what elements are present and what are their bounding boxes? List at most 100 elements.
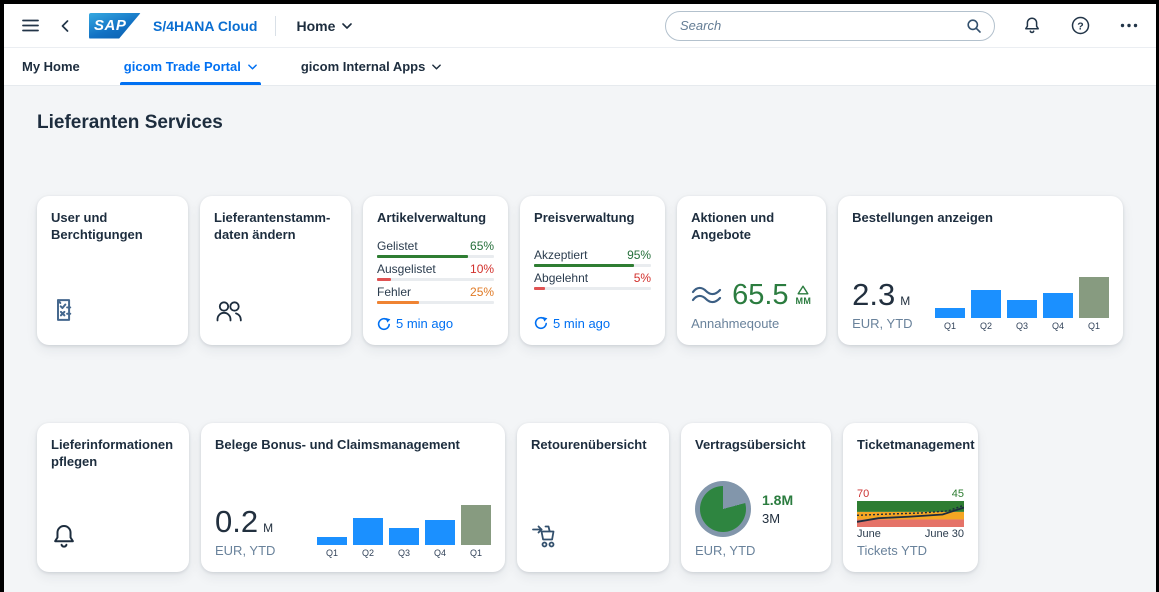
comparison-bar-track <box>534 287 651 290</box>
kpi-subtitle: EUR, YTD <box>852 316 912 331</box>
bar <box>935 308 965 318</box>
tab-label: gicom Trade Portal <box>124 59 241 74</box>
comparison-value: 95% <box>627 248 651 262</box>
tile-user-und-berchtigungen[interactable]: User und Berchtigungen <box>37 196 188 345</box>
tile-aktionen-und-angebote[interactable]: Aktionen und Angebote 65.5 MM Annahmeqou… <box>677 196 826 345</box>
tile-vertragsuebersicht[interactable]: Vertragsübersicht 1.8M 3M EUR, YTD <box>681 423 831 572</box>
refresh-label: 5 min ago <box>553 316 610 331</box>
tile-title: Retourenübersicht <box>531 437 655 454</box>
kpi-value: 2.3 <box>852 279 895 310</box>
bullet-line-chart <box>857 501 964 527</box>
tile-belege-bonus-claimsmanagement[interactable]: Belege Bonus- und Claimsmanagement 0.2M … <box>201 423 505 572</box>
chevron-down-icon <box>248 64 257 70</box>
bar-label: Q1 <box>1088 321 1100 331</box>
tile-title: Ticketmanagement <box>857 437 964 454</box>
tile-icon-wrap <box>51 523 175 556</box>
tile-bestellungen-anzeigen[interactable]: Bestellungen anzeigen 2.3M EUR, YTD Q1Q2… <box>838 196 1123 345</box>
comparison-value: 5% <box>634 271 651 285</box>
tile-lieferantenstammdaten-aendern[interactable]: Lieferantenstamm- daten ändern <box>200 196 351 345</box>
tab-gicom-internal-apps[interactable]: gicom Internal Apps <box>299 48 443 85</box>
overflow-button[interactable] <box>1118 21 1140 30</box>
search-icon[interactable] <box>966 18 982 34</box>
comparison-label: Akzeptiert <box>534 248 587 262</box>
comparison-bar-fill <box>534 264 633 267</box>
comparison-bar-fill <box>377 255 468 258</box>
sap-logo[interactable]: SAP <box>89 13 141 39</box>
product-name: S/4HANA Cloud <box>153 18 257 34</box>
menu-button[interactable] <box>20 17 41 34</box>
tab-label: My Home <box>22 59 80 74</box>
kpi-row: 2.3M EUR, YTD Q1Q2Q3Q4Q1 <box>852 277 1109 331</box>
comparison-row: Gelistet65% <box>377 239 494 258</box>
page-title: Lieferanten Services <box>37 112 1123 134</box>
svg-text:?: ? <box>1077 20 1083 32</box>
kpi-total: 3M <box>762 511 793 526</box>
refresh-icon <box>534 316 548 330</box>
tile-retourenuebersicht[interactable]: Retourenübersicht <box>517 423 669 572</box>
tile-row-1: User und Berchtigungen Lieferantenstamm-… <box>37 196 1123 345</box>
tile-title: Preisverwaltung <box>534 210 651 227</box>
search-box[interactable] <box>665 11 995 41</box>
chevron-down-icon <box>342 23 352 29</box>
kpi-subtitle: EUR, YTD <box>695 543 817 558</box>
kpi-row: 65.5 MM <box>691 281 812 310</box>
tile-icon-wrap <box>51 296 174 329</box>
hamburger-icon <box>22 19 39 32</box>
radial-chart <box>695 481 751 537</box>
bar-column: Q1 <box>317 537 347 558</box>
x-end-label: June 30 <box>925 528 964 540</box>
radial-values: 1.8M 3M <box>762 492 793 526</box>
comparison-chart: Gelistet65%Ausgelistet10%Fehler25% <box>377 239 494 308</box>
bar <box>971 290 1001 318</box>
comparison-bar-fill <box>377 301 419 304</box>
tile-lieferinformationen-pflegen[interactable]: Lieferinformationen pflegen <box>37 423 189 572</box>
ticket-start-value: 70 <box>857 488 869 500</box>
bell-icon <box>51 523 77 551</box>
comparison-bar-track <box>377 301 494 304</box>
refresh-status[interactable]: 5 min ago <box>377 316 494 331</box>
comparison-row: Ausgelistet10% <box>377 262 494 281</box>
tab-my-home[interactable]: My Home <box>20 48 82 85</box>
tile-artikelverwaltung[interactable]: Artikelverwaltung Gelistet65%Ausgelistet… <box>363 196 508 345</box>
refresh-status[interactable]: 5 min ago <box>534 316 651 331</box>
notifications-button[interactable] <box>1021 14 1043 37</box>
bar-label: Q1 <box>326 548 338 558</box>
triangle-up-icon <box>797 285 809 295</box>
trend-waves-icon <box>691 283 725 308</box>
refresh-label: 5 min ago <box>396 316 453 331</box>
comparison-bar-track <box>534 264 651 267</box>
shell-actions: ? <box>665 11 1140 41</box>
bar <box>317 537 347 545</box>
radial-chart-row: 1.8M 3M <box>695 481 817 537</box>
shell-divider <box>275 16 276 36</box>
kpi-value: 1.8M <box>762 492 793 508</box>
bar-label: Q4 <box>1052 321 1064 331</box>
bar-column: Q1 <box>935 308 965 331</box>
bar <box>389 528 419 545</box>
tab-gicom-trade-portal[interactable]: gicom Trade Portal <box>122 48 259 85</box>
help-button[interactable]: ? <box>1069 14 1092 37</box>
ticket-threshold-labels: 70 45 <box>857 488 964 500</box>
refresh-icon <box>377 317 391 331</box>
bar <box>353 518 383 545</box>
tile-ticketmanagement[interactable]: Ticketmanagement 70 45 June June 30 Tick… <box>843 423 978 572</box>
kpi-value: 0.2 <box>215 506 258 537</box>
tile-icon-wrap <box>531 523 655 556</box>
comparison-bar-track <box>377 278 494 281</box>
tile-title: User und Berchtigungen <box>51 210 174 244</box>
tile-title: Lieferantenstamm- daten ändern <box>214 210 337 244</box>
search-input[interactable] <box>678 17 958 34</box>
chevron-left-icon <box>61 20 69 32</box>
comparison-label: Fehler <box>377 285 411 299</box>
help-icon: ? <box>1071 16 1090 35</box>
comparison-value: 10% <box>470 262 494 276</box>
back-button[interactable] <box>59 18 71 34</box>
bar <box>1079 277 1109 318</box>
comparison-bar-track <box>377 255 494 258</box>
tile-preisverwaltung[interactable]: Preisverwaltung Akzeptiert95%Abgelehnt5%… <box>520 196 665 345</box>
tile-title: Belege Bonus- und Claimsmanagement <box>215 437 491 454</box>
kpi-unit: M <box>900 294 910 308</box>
suppliers-people-icon <box>214 298 244 324</box>
bell-icon <box>1023 16 1041 35</box>
page-menu-button[interactable]: Home <box>290 17 358 35</box>
